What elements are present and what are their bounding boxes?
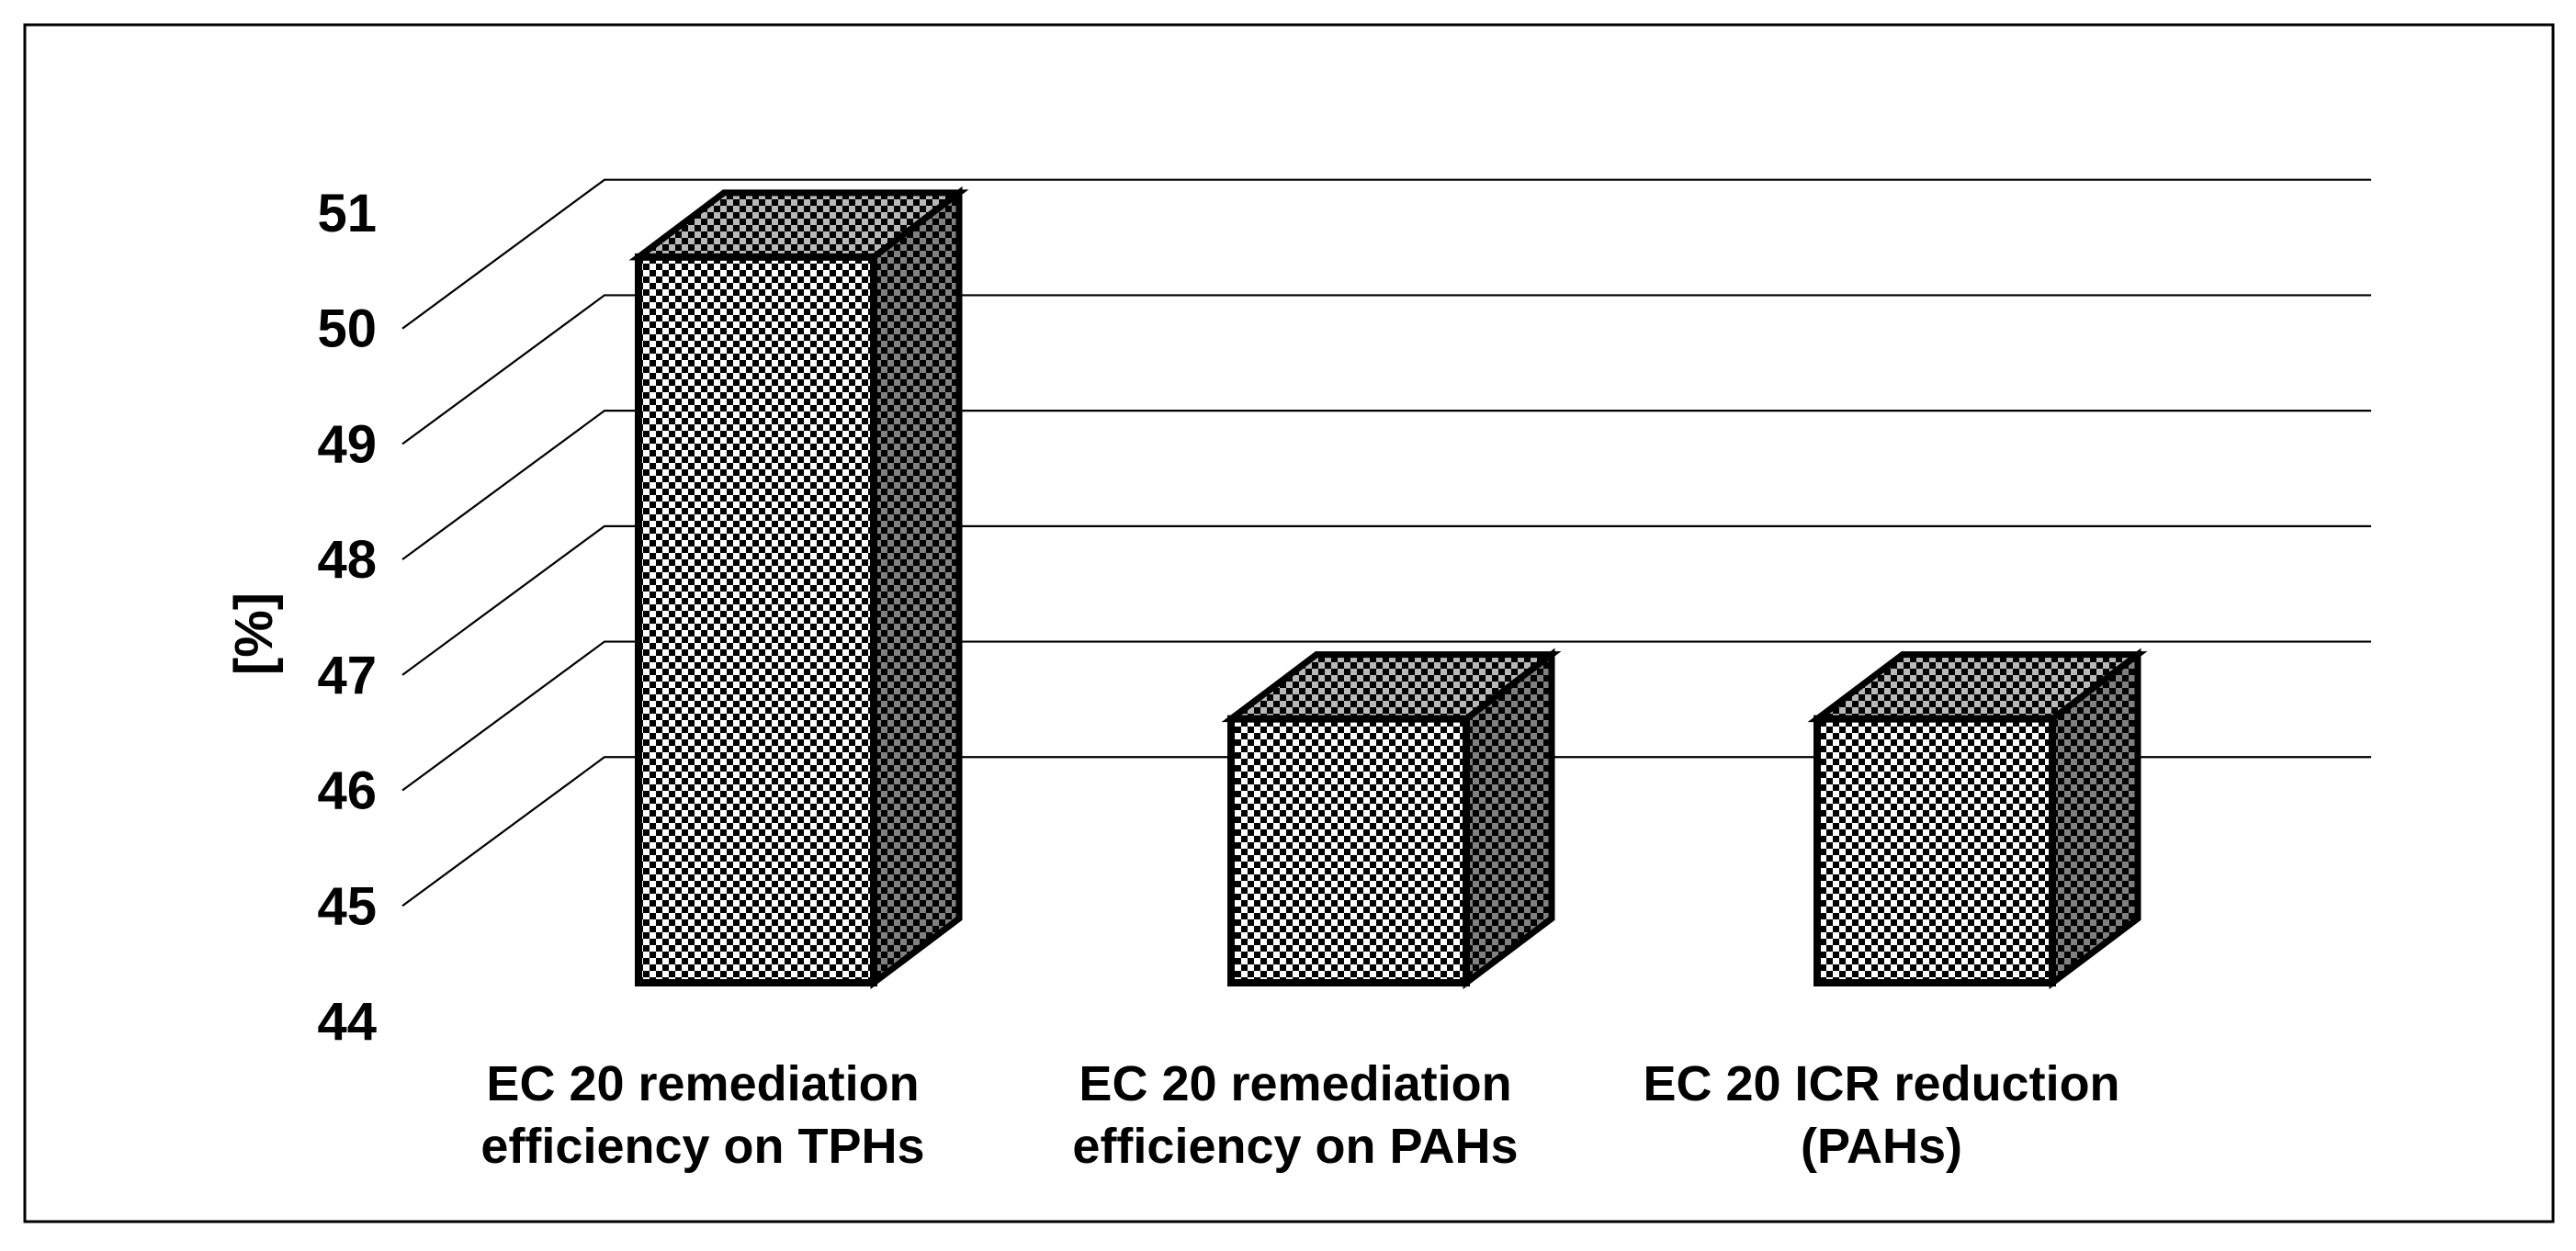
gridline-45	[401, 756, 2371, 907]
y-tick-label-46: 46	[317, 761, 377, 821]
gridline-47	[401, 524, 2371, 676]
category-label-1: EC 20 remediation efficiency on TPHs	[480, 1056, 924, 1174]
y-axis-tick-labels: 51 50 49 48 47 46 45 44	[317, 184, 377, 1052]
y-tick-label-49: 49	[317, 414, 377, 474]
bar-3	[1807, 648, 2148, 990]
bar-2-front-face	[1227, 715, 1470, 986]
gridline-48	[401, 410, 2371, 561]
bars	[628, 186, 2148, 990]
bar-2	[1221, 648, 1562, 990]
bar-1-front-face	[635, 253, 877, 986]
category-label-3-line-1: EC 20 ICR reduction	[1643, 1056, 2119, 1111]
gridline-46	[401, 640, 2371, 792]
y-tick-label-48: 48	[317, 530, 377, 590]
bar-1-side-face	[870, 186, 963, 990]
category-label-2-line-1: EC 20 remediation	[1079, 1056, 1511, 1111]
bar-3-front-face	[1813, 715, 2056, 986]
y-tick-label-44: 44	[317, 992, 377, 1052]
y-axis-title: [%]	[224, 592, 284, 675]
category-label-2: EC 20 remediation efficiency on PAHs	[1072, 1056, 1518, 1174]
category-label-3: EC 20 ICR reduction (PAHs)	[1643, 1056, 2119, 1174]
category-label-1-line-1: EC 20 remediation	[486, 1056, 919, 1111]
bar-1	[628, 186, 969, 990]
y-tick-label-51: 51	[317, 184, 377, 243]
gridlines	[401, 178, 2371, 907]
category-label-1-line-2: efficiency on TPHs	[480, 1119, 924, 1174]
category-label-2-line-2: efficiency on PAHs	[1072, 1119, 1518, 1174]
figure-border	[23, 23, 2555, 1223]
y-tick-label-47: 47	[317, 646, 377, 705]
y-tick-label-50: 50	[317, 299, 377, 359]
gridline-50	[401, 178, 2371, 330]
y-tick-label-45: 45	[317, 876, 377, 936]
category-label-3-line-2: (PAHs)	[1801, 1119, 1962, 1174]
gridline-49	[401, 294, 2371, 445]
